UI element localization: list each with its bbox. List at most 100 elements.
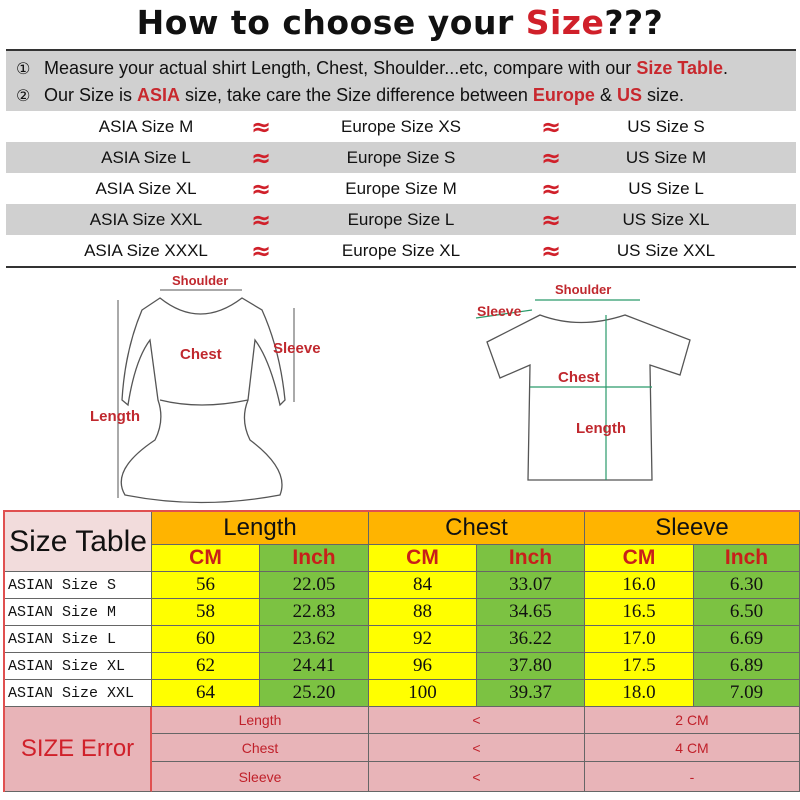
instruction-line: ② Our Size is ASIA size, take care the Si… — [16, 82, 786, 109]
us-size: US Size XXL — [616, 240, 716, 260]
size-value: 34.65 — [477, 599, 585, 626]
size-table: Size Table Length Chest Sleeve CM Inch CM Inch C… — [3, 510, 800, 792]
size-value: 18.0 — [585, 680, 694, 707]
highlight-text: ASIA — [137, 85, 181, 105]
approx-icon: ≈ — [250, 205, 272, 234]
asia-size: ASIA Size L — [101, 147, 191, 167]
svg-text:Chest: Chest — [558, 369, 600, 386]
size-row-label: ASIAN Size XL — [5, 653, 152, 680]
size-value: 23.62 — [260, 626, 369, 653]
size-conversion-row: ASIA Size M ≈ Europe Size XS ≈ US Size S — [6, 111, 796, 142]
svg-text:Shoulder: Shoulder — [172, 273, 228, 288]
approx-icon: ≈ — [250, 143, 272, 172]
group-header-sleeve: Sleeve — [585, 512, 800, 545]
error-item: Chest — [152, 734, 369, 762]
europe-size: Europe Size M — [345, 178, 457, 198]
instruction-text: size, take care the Size difference betw… — [180, 85, 533, 105]
unit-header: CM — [152, 545, 260, 572]
europe-size: Europe Size XS — [340, 116, 461, 136]
svg-text:Chest: Chest — [180, 346, 222, 363]
instruction-number: ② — [16, 86, 31, 105]
unit-header: Inch — [694, 545, 800, 572]
europe-size: Europe Size S — [346, 147, 456, 167]
size-value: 84 — [369, 572, 477, 599]
size-value: 62 — [152, 653, 260, 680]
highlight-text: Size Table — [636, 58, 724, 78]
group-header-chest: Chest — [369, 512, 585, 545]
approx-icon: ≈ — [540, 143, 562, 172]
size-value: 6.50 — [694, 599, 800, 626]
instruction-text: Measure your actual shirt Length, Chest,… — [44, 58, 637, 78]
size-value: 7.09 — [694, 680, 800, 707]
size-value: 6.69 — [694, 626, 800, 653]
approx-icon: ≈ — [540, 174, 562, 203]
error-operator: < — [369, 762, 585, 792]
size-table-title: Size Table — [5, 512, 152, 572]
unit-header: CM — [369, 545, 477, 572]
approx-icon: ≈ — [250, 112, 272, 141]
tshirt-illustration — [486, 314, 691, 481]
svg-text:Length: Length — [576, 420, 626, 437]
instruction-text: & — [594, 85, 617, 105]
approx-icon: ≈ — [540, 112, 562, 141]
size-conversion-row: ASIA Size XL ≈ Europe Size M ≈ US Size L — [6, 173, 796, 204]
error-operator: < — [369, 734, 585, 762]
tshirt-measure-lines — [475, 299, 652, 480]
asia-size: ASIA Size XXXL — [84, 240, 208, 260]
error-item: Sleeve — [152, 762, 369, 792]
svg-text:Sleeve: Sleeve — [477, 303, 522, 319]
size-value: 88 — [369, 599, 477, 626]
error-value: 4 CM — [585, 734, 800, 762]
svg-text:Shoulder: Shoulder — [555, 282, 611, 297]
size-row-label: ASIAN Size M — [5, 599, 152, 626]
dress-illustration — [120, 297, 286, 504]
size-conversion-row: ASIA Size XXL ≈ Europe Size L ≈ US Size XL — [6, 204, 796, 235]
instruction-text: size. — [641, 85, 684, 105]
size-value: 36.22 — [477, 626, 585, 653]
asia-size: ASIA Size XXL — [89, 209, 203, 229]
size-value: 60 — [152, 626, 260, 653]
asia-size: ASIA Size M — [98, 116, 194, 136]
size-value: 64 — [152, 680, 260, 707]
approx-icon: ≈ — [540, 236, 562, 265]
approx-icon: ≈ — [250, 174, 272, 203]
size-value: 22.05 — [260, 572, 369, 599]
europe-size: Europe Size L — [347, 209, 455, 229]
dress-measure-lines — [117, 289, 295, 498]
error-value: - — [585, 762, 800, 792]
highlight-text: Europe — [532, 85, 595, 105]
us-size: US Size L — [628, 178, 704, 198]
size-value: 39.37 — [477, 680, 585, 707]
unit-header: CM — [585, 545, 694, 572]
instruction-line: ① Measure your actual shirt Length, Chest… — [16, 55, 786, 82]
size-row-label: ASIAN Size XXL — [5, 680, 152, 707]
divider — [6, 266, 796, 268]
size-row-label: ASIAN Size L — [5, 626, 152, 653]
size-conversion-row: ASIA Size XXXL ≈ Europe Size XL ≈ US Size XX… — [6, 235, 796, 266]
size-value: 16.0 — [585, 572, 694, 599]
size-value: 56 — [152, 572, 260, 599]
size-value: 25.20 — [260, 680, 369, 707]
instruction-text: . — [723, 58, 729, 78]
size-value: 37.80 — [477, 653, 585, 680]
size-error-title: SIZE Error — [5, 707, 152, 792]
size-value: 33.07 — [477, 572, 585, 599]
size-conversion-row: ASIA Size L ≈ Europe Size S ≈ US Size M — [6, 142, 796, 173]
error-item: Length — [152, 707, 369, 734]
size-value: 17.0 — [585, 626, 694, 653]
us-size: US Size S — [627, 116, 705, 136]
size-value: 96 — [369, 653, 477, 680]
unit-header: Inch — [477, 545, 585, 572]
size-value: 17.5 — [585, 653, 694, 680]
us-size: US Size M — [625, 147, 707, 167]
asia-size: ASIA Size XL — [95, 178, 197, 198]
instructions: ① Measure your actual shirt Length, Chest… — [6, 51, 796, 111]
size-value: 16.5 — [585, 599, 694, 626]
us-size: US Size XL — [622, 209, 710, 229]
instruction-number: ① — [16, 59, 31, 78]
size-row-label: ASIAN Size S — [5, 572, 152, 599]
size-value: 58 — [152, 599, 260, 626]
page-title: How to choose your Size??? — [136, 3, 664, 42]
size-value: 6.89 — [694, 653, 800, 680]
error-operator: < — [369, 707, 585, 734]
